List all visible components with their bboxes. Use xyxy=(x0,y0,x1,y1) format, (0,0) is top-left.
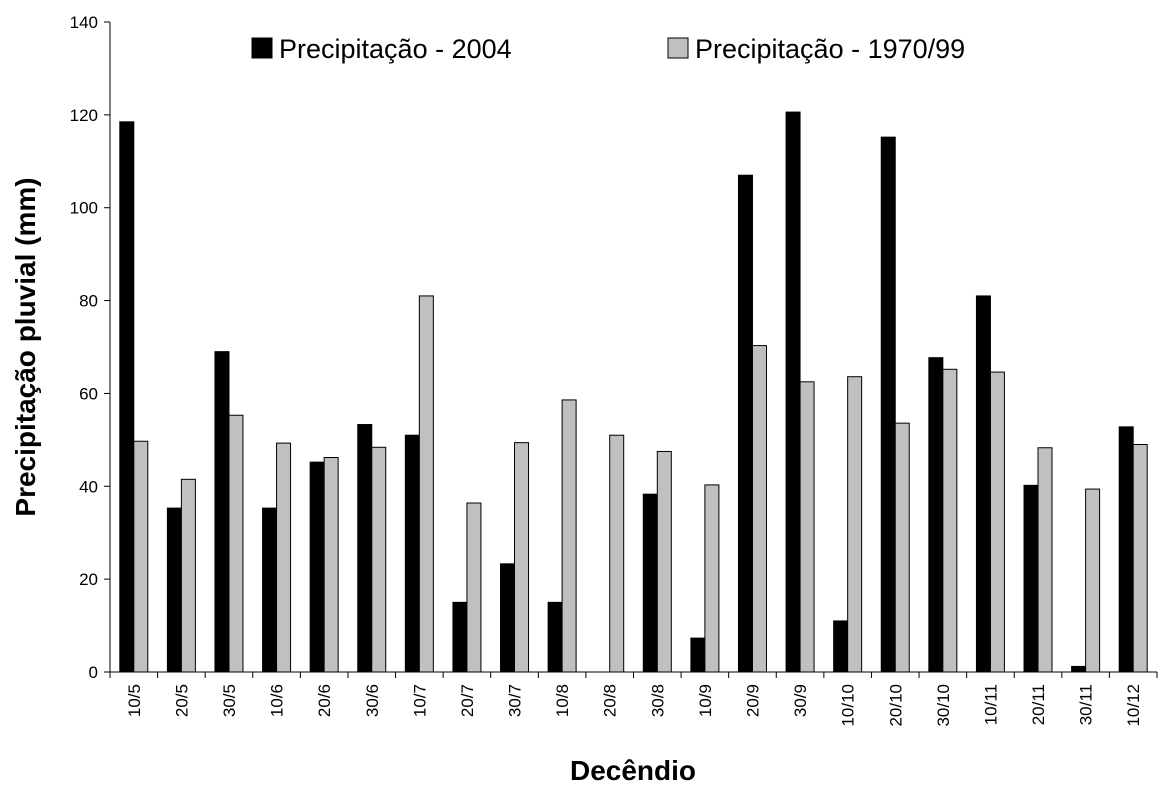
bar xyxy=(214,351,230,673)
bar xyxy=(262,507,278,673)
bar xyxy=(119,121,135,673)
y-tick-label: 100 xyxy=(70,199,98,218)
bar xyxy=(500,563,516,673)
x-tick-label: 30/5 xyxy=(220,684,239,717)
y-tick-label: 60 xyxy=(79,384,98,403)
bar xyxy=(751,345,767,673)
bar xyxy=(880,136,896,673)
x-tick-label: 30/8 xyxy=(648,684,667,717)
bar xyxy=(799,381,815,673)
x-tick-label: 30/11 xyxy=(1077,684,1096,725)
y-tick-label: 20 xyxy=(79,570,98,589)
bar xyxy=(514,442,530,673)
bar xyxy=(1071,665,1087,673)
bar xyxy=(276,442,292,673)
y-tick-label: 120 xyxy=(70,106,98,125)
bar xyxy=(1085,488,1101,673)
x-tick-label: 10/12 xyxy=(1124,684,1143,727)
bar xyxy=(166,507,182,673)
bar xyxy=(704,484,720,673)
bar xyxy=(133,440,149,673)
bar xyxy=(642,493,658,673)
bar xyxy=(785,111,801,673)
x-tick-label: 10/10 xyxy=(839,684,858,727)
legend-label: Precipitação - 2004 xyxy=(279,34,512,64)
bar xyxy=(180,478,196,673)
x-tick-label: 20/8 xyxy=(601,684,620,717)
bar xyxy=(894,422,910,673)
x-axis-title: Decêndio xyxy=(570,755,696,786)
x-tick-label: 10/11 xyxy=(981,684,1000,725)
x-tick-label: 20/10 xyxy=(886,684,905,727)
bar xyxy=(833,620,849,673)
bar xyxy=(1118,426,1134,673)
x-tick-label: 10/7 xyxy=(410,684,429,717)
bar xyxy=(847,376,863,673)
x-tick-label: 20/11 xyxy=(1029,684,1048,725)
legend-swatch xyxy=(667,37,689,59)
bar xyxy=(1023,484,1039,673)
x-tick-label: 30/10 xyxy=(934,684,953,727)
x-tick-label: 20/5 xyxy=(172,684,191,717)
y-tick-label: 40 xyxy=(79,477,98,496)
bar xyxy=(975,295,991,673)
bar xyxy=(371,446,387,673)
x-tick-label: 30/6 xyxy=(363,684,382,717)
bar xyxy=(1132,444,1148,673)
bar xyxy=(989,371,1005,673)
y-tick-label: 0 xyxy=(89,663,98,682)
bar xyxy=(309,461,325,673)
x-tick-label: 30/7 xyxy=(506,684,525,717)
x-tick-label: 10/8 xyxy=(553,684,572,717)
x-tick-label: 10/9 xyxy=(696,684,715,717)
bar xyxy=(452,601,468,673)
x-tick-label: 20/7 xyxy=(458,684,477,717)
bar xyxy=(928,357,944,673)
legend-swatch xyxy=(251,37,273,59)
bar xyxy=(737,174,753,673)
x-tick-label: 10/6 xyxy=(268,684,287,717)
x-tick-label: 10/5 xyxy=(125,684,144,717)
x-tick-label: 20/6 xyxy=(315,684,334,717)
bar xyxy=(656,450,672,673)
y-tick-label: 80 xyxy=(79,292,98,311)
bar xyxy=(404,434,420,673)
x-tick-label: 20/9 xyxy=(743,684,762,717)
legend-label: Precipitação - 1970/99 xyxy=(695,34,965,64)
bar xyxy=(466,502,482,673)
x-tick-label: 30/9 xyxy=(791,684,810,717)
bar xyxy=(418,295,434,673)
y-tick-label: 140 xyxy=(70,13,98,32)
bar xyxy=(357,424,373,673)
bar xyxy=(228,414,244,673)
y-axis-title: Precipitação pluvial (mm) xyxy=(10,177,41,516)
bar xyxy=(561,399,577,673)
bar xyxy=(609,434,625,673)
bar xyxy=(690,637,706,673)
bar xyxy=(1037,447,1053,673)
bar xyxy=(942,368,958,673)
bar xyxy=(547,601,563,673)
bar xyxy=(323,457,339,673)
